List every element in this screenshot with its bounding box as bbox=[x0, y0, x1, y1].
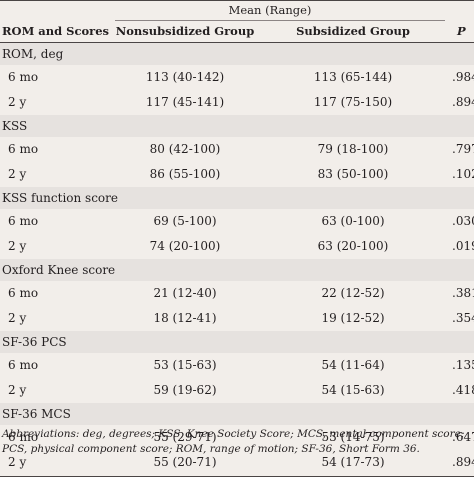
table-footnote: Abbreviations: deg, degrees; KSS, Knee S… bbox=[2, 428, 465, 455]
row-label: 6 mo bbox=[8, 358, 39, 372]
cell-p-value: .135 bbox=[452, 358, 474, 372]
cell-nonsubsidized: 80 (42-100) bbox=[149, 142, 221, 156]
table-row: 6 mo 21 (12-40) 22 (12-52) .381 bbox=[0, 281, 474, 306]
cell-subsidized: 117 (75-150) bbox=[313, 95, 393, 109]
row-label: 2 y bbox=[8, 311, 27, 325]
section-header: SF-36 PCS bbox=[0, 331, 474, 353]
cell-subsidized: 19 (12-52) bbox=[321, 311, 385, 325]
row-label: 6 mo bbox=[8, 142, 39, 156]
section-title: SF-36 MCS bbox=[2, 407, 71, 421]
table-row: 6 mo 53 (15-63) 54 (11-64) .135 bbox=[0, 353, 474, 378]
row-label: 2 y bbox=[8, 383, 27, 397]
cell-p-value: .894 bbox=[452, 95, 474, 109]
cell-nonsubsidized: 74 (20-100) bbox=[149, 239, 221, 253]
row-label: 2 y bbox=[8, 95, 27, 109]
table-row: 2 y 117 (45-141) 117 (75-150) .894 bbox=[0, 90, 474, 115]
cell-nonsubsidized: 18 (12-41) bbox=[153, 311, 217, 325]
cell-subsidized: 63 (20-100) bbox=[317, 239, 389, 253]
table-row: 2 y 86 (55-100) 83 (50-100) .102 bbox=[0, 162, 474, 187]
cell-subsidized: 54 (15-63) bbox=[321, 383, 385, 397]
cell-nonsubsidized: 86 (55-100) bbox=[149, 167, 221, 181]
section-title: ROM, deg bbox=[2, 47, 64, 61]
section-title: KSS function score bbox=[2, 191, 118, 205]
cell-p-value: .102 bbox=[452, 167, 474, 181]
header-bottom-rule bbox=[0, 42, 474, 43]
cell-subsidized: 83 (50-100) bbox=[317, 167, 389, 181]
cell-nonsubsidized: 69 (5-100) bbox=[153, 214, 217, 228]
section-title: Oxford Knee score bbox=[2, 263, 116, 277]
cell-nonsubsidized: 117 (45-141) bbox=[145, 95, 225, 109]
cell-p-value: .030 bbox=[452, 214, 474, 228]
cell-p-value: .984 bbox=[452, 70, 474, 84]
section-title: SF-36 PCS bbox=[2, 335, 67, 349]
section-header: SF-36 MCS bbox=[0, 403, 474, 425]
table-row: 6 mo 80 (42-100) 79 (18-100) .797 bbox=[0, 137, 474, 162]
section-title: KSS bbox=[2, 119, 28, 133]
row-label: 6 mo bbox=[8, 286, 39, 300]
row-label: 2 y bbox=[8, 167, 27, 181]
row-label: 2 y bbox=[8, 239, 27, 253]
cell-nonsubsidized: 55 (29-71) bbox=[153, 430, 217, 444]
cell-nonsubsidized: 53 (15-63) bbox=[153, 358, 217, 372]
cell-p-value: .647 bbox=[452, 430, 474, 444]
cell-p-value: .418 bbox=[452, 383, 474, 397]
cell-subsidized: 22 (12-52) bbox=[321, 286, 385, 300]
cell-subsidized: 79 (18-100) bbox=[317, 142, 389, 156]
cell-subsidized: 54 (11-64) bbox=[321, 358, 385, 372]
cell-p-value: .354 bbox=[452, 311, 474, 325]
cell-nonsubsidized: 21 (12-40) bbox=[153, 286, 217, 300]
section-header: KSS bbox=[0, 115, 474, 137]
cell-p-value: .381 bbox=[452, 286, 474, 300]
table-row: 2 y 18 (12-41) 19 (12-52) .354 bbox=[0, 306, 474, 331]
table-row: 2 y 74 (20-100) 63 (20-100) .019 bbox=[0, 234, 474, 259]
column-header-p: P bbox=[457, 24, 466, 38]
top-rule bbox=[0, 0, 474, 1]
cell-nonsubsidized: 59 (19-62) bbox=[153, 383, 217, 397]
group-header: Mean (Range) bbox=[228, 3, 312, 17]
cell-subsidized: 53 (14-75) bbox=[321, 430, 385, 444]
cell-p-value: .797 bbox=[452, 142, 474, 156]
cell-subsidized: 113 (65-144) bbox=[313, 70, 393, 84]
table-row: 6 mo 55 (29-71) 53 (14-75) .647 bbox=[0, 425, 474, 450]
group-header-rule bbox=[115, 20, 445, 21]
row-label: 6 mo bbox=[8, 70, 39, 84]
section-header: ROM, deg bbox=[0, 43, 474, 65]
column-header-label: ROM and Scores bbox=[2, 24, 109, 38]
section-header: Oxford Knee score bbox=[0, 259, 474, 281]
row-label: 6 mo bbox=[8, 214, 39, 228]
cell-subsidized: 63 (0-100) bbox=[321, 214, 385, 228]
cell-p-value: .019 bbox=[452, 239, 474, 253]
row-label: 6 mo bbox=[8, 430, 39, 444]
table-row: 2 y 59 (19-62) 54 (15-63) .418 bbox=[0, 378, 474, 403]
section-header: KSS function score bbox=[0, 187, 474, 209]
table-row: 6 mo 113 (40-142) 113 (65-144) .984 bbox=[0, 65, 474, 90]
table-row: 6 mo 69 (5-100) 63 (0-100) .030 bbox=[0, 209, 474, 234]
cell-nonsubsidized: 113 (40-142) bbox=[145, 70, 225, 84]
